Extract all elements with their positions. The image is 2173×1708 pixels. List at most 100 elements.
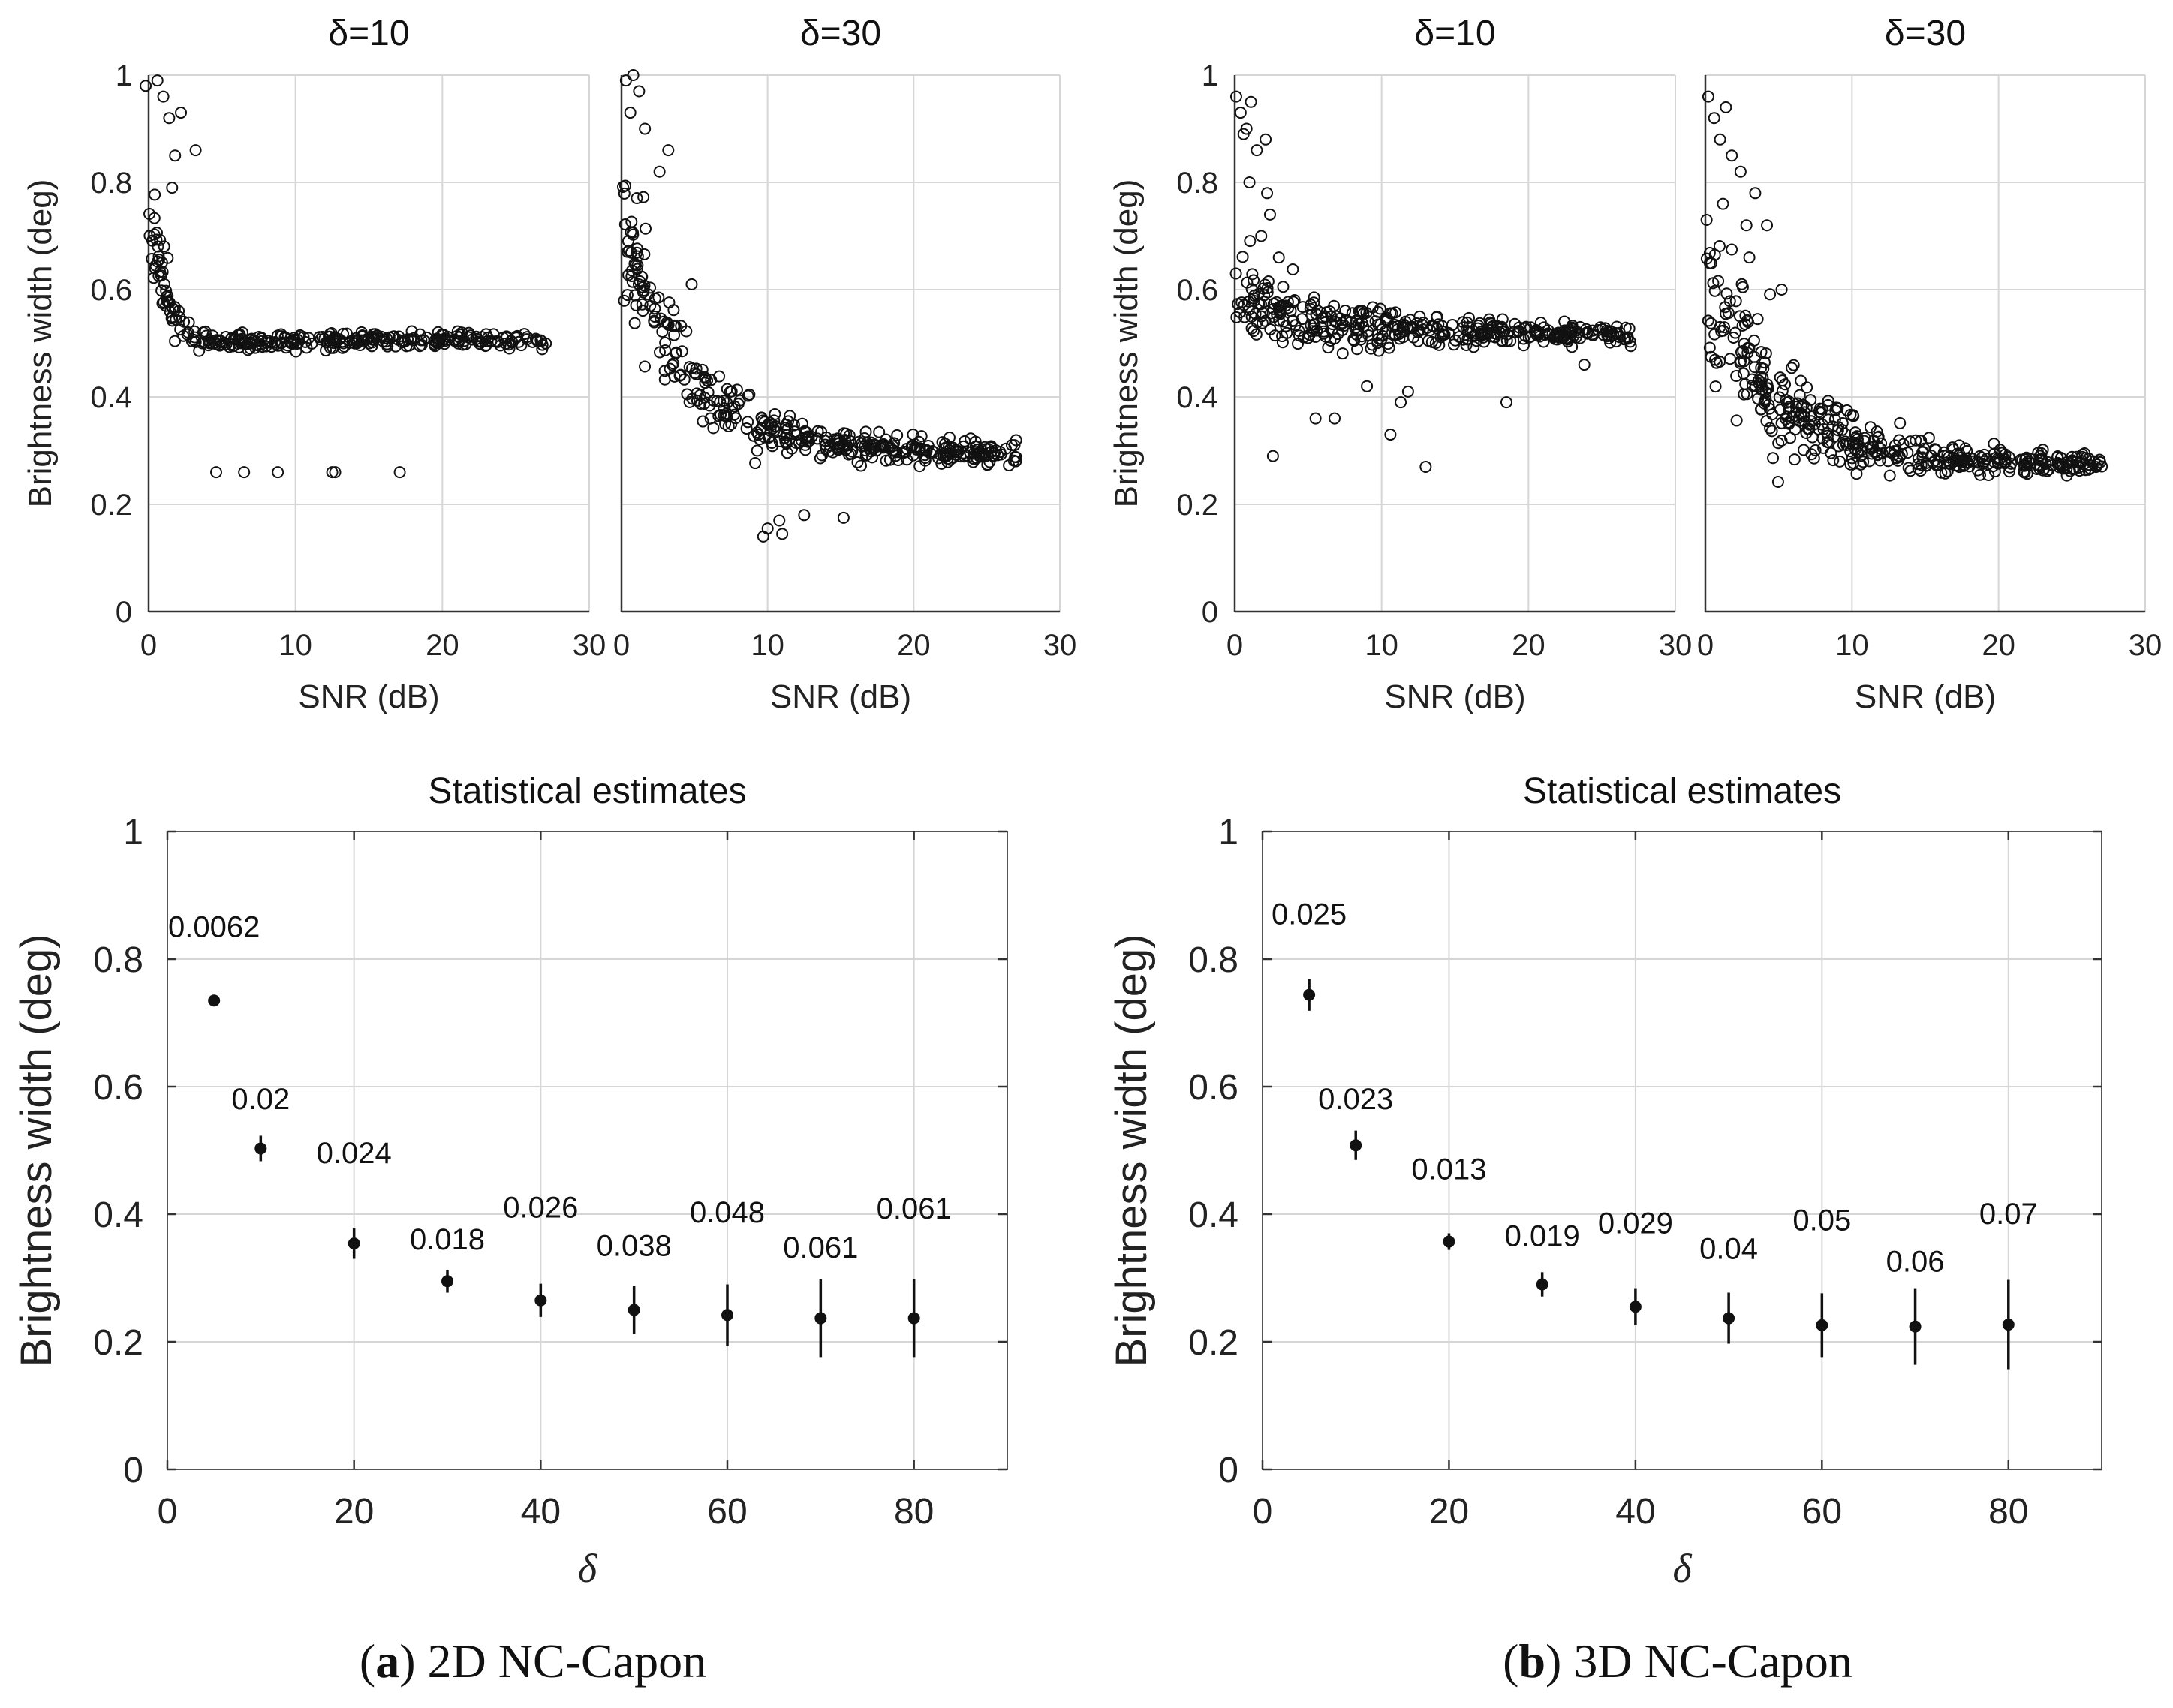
scatter-point (763, 416, 776, 429)
scatter-point (711, 395, 724, 407)
scatter-point (1254, 298, 1267, 311)
scatter-point (1259, 278, 1272, 291)
scatter-point (1890, 452, 1903, 465)
scatter-point (659, 336, 672, 349)
scatter-point (1309, 412, 1322, 425)
scatter-point (2082, 463, 2095, 476)
scatter-point (676, 345, 688, 358)
scatter-point (1717, 197, 1729, 210)
scatter-point (972, 447, 985, 459)
scatter-point (400, 340, 413, 353)
scatter-point (617, 181, 630, 194)
x-axis-label: SNR (dB) (1855, 678, 1996, 715)
scatter-point (1709, 380, 1722, 393)
scatter-point (811, 432, 824, 445)
scatter-point (1729, 295, 1742, 308)
scatter-point (1322, 341, 1335, 354)
scatter-point (668, 329, 681, 341)
scatter-point (1712, 275, 1725, 287)
scatter-point (1317, 311, 1329, 324)
scatter-point (1889, 439, 1901, 452)
scatter-point (913, 444, 926, 456)
scatter-point (155, 284, 168, 297)
scatter-point (1939, 467, 1952, 480)
scatter-point (725, 385, 738, 398)
scatter-point (151, 255, 164, 268)
scatter-point (182, 316, 195, 329)
scatter-point (1738, 338, 1750, 350)
scatter-point (855, 459, 868, 472)
scatter-point (636, 298, 649, 311)
scatter-point (683, 361, 696, 374)
scatter-point (1771, 476, 1784, 489)
scatter-point (1413, 310, 1426, 323)
scatter-point (1787, 359, 1800, 371)
scatter-point (2036, 444, 2049, 456)
y-tick-label: 0.4 (93, 1195, 143, 1235)
scatter-point (648, 314, 661, 327)
x-tick-label: 30 (1659, 629, 1693, 662)
scatter-point (707, 422, 720, 435)
scatter-point (1764, 288, 1777, 301)
scatter-point (1783, 432, 1796, 444)
scatter-point (1743, 251, 1756, 264)
data-label: 0.02 (231, 1083, 290, 1116)
data-label: 0.061 (783, 1231, 858, 1264)
scatter-point (899, 446, 912, 459)
scatter-point (1600, 324, 1613, 337)
scatter-point (1344, 316, 1357, 329)
scatter-point (1244, 235, 1257, 248)
scatter-point (1941, 465, 1954, 477)
scatter-point (2080, 452, 2093, 465)
scatter-point (713, 370, 726, 383)
caption-a-letter: a (375, 1634, 399, 1688)
data-point (441, 1275, 453, 1288)
y-tick-label: 0.4 (90, 381, 132, 414)
scatter-point (1850, 437, 1863, 450)
x-tick-label: 30 (573, 629, 606, 662)
scatter-point (521, 333, 534, 346)
scatter-point (1780, 393, 1792, 406)
y-tick-label: 0.8 (90, 167, 132, 200)
scatter-point (1904, 465, 1917, 477)
scatter-point (910, 441, 923, 454)
scatter-point (859, 449, 872, 462)
x-tick-label: 20 (1512, 629, 1545, 662)
scatter-point (1350, 314, 1362, 327)
scatter-point (618, 218, 631, 231)
scatter-point (161, 295, 173, 308)
scatter-point (683, 395, 696, 408)
scatter-point (1738, 355, 1750, 368)
scatter-point (1384, 429, 1397, 441)
scatter-point (393, 466, 406, 479)
scatter-point (1791, 397, 1804, 410)
scatter-point (1266, 450, 1279, 462)
scatter-point (275, 337, 287, 350)
scatter-point (173, 305, 185, 317)
scatter-point (2051, 450, 2064, 462)
scatter-point (625, 269, 638, 282)
scatter-point (1574, 320, 1587, 333)
scatter-point (1245, 95, 1257, 108)
scatter-point (1772, 437, 1785, 450)
y-axis-label: Brightness width (deg) (22, 179, 59, 508)
scatter-point (1258, 296, 1271, 308)
scatter-point (1723, 353, 1736, 365)
scatter-point (1723, 295, 1736, 308)
data-point (1816, 1319, 1828, 1331)
scatter-point (1735, 278, 1748, 290)
y-tick-label: 0.2 (90, 489, 132, 522)
scatter-point (242, 344, 254, 356)
data-point (348, 1237, 360, 1250)
scatter-point (1349, 322, 1362, 335)
scatter-point (1749, 380, 1762, 392)
scatter-point (1765, 425, 1778, 438)
scatter-point (1401, 385, 1414, 398)
y-tick-label: 1 (116, 59, 132, 92)
x-tick-label: 10 (278, 629, 312, 662)
scatter-point (1938, 450, 1951, 462)
scatter-point (158, 240, 170, 253)
scatter-point (1272, 251, 1285, 264)
scatter-point (1727, 332, 1740, 344)
